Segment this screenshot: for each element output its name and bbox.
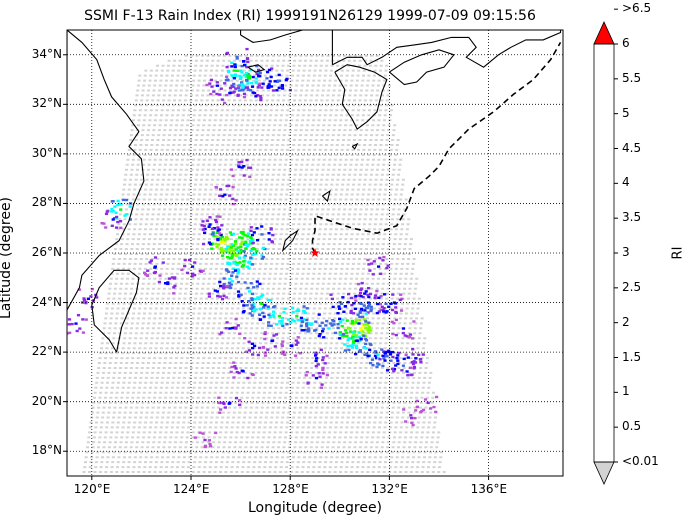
coastlines xyxy=(67,30,562,353)
x-tick-label: 124°E xyxy=(173,482,210,496)
x-tick-label: 128°E xyxy=(272,482,309,496)
x-tick-label: 132°E xyxy=(371,482,408,496)
storm-center-star xyxy=(310,248,320,257)
colorbar-tick-label: 1.5 xyxy=(622,349,642,364)
plot-frame xyxy=(66,29,564,477)
y-tick-label: 24°N xyxy=(31,294,62,309)
y-tick-label: 22°N xyxy=(31,344,62,359)
colorbar-tick-label: <0.01 xyxy=(622,454,659,468)
colorbar-over-arrow xyxy=(593,21,615,45)
colorbar-tick-label: 4.5 xyxy=(622,140,642,155)
colorbar-tick-label: 3.5 xyxy=(622,210,642,225)
y-tick-label: 26°N xyxy=(31,245,62,259)
colorbar-tick-label: 1 xyxy=(622,384,630,399)
y-tick-label: 30°N xyxy=(31,145,62,160)
storm-track-line xyxy=(311,42,562,254)
x-axis-label: Longitude (degree) xyxy=(247,500,383,516)
y-tick-label: 34°N xyxy=(31,46,62,61)
y-tick-label: 28°N xyxy=(31,195,62,210)
colorbar-tick-label: 2.5 xyxy=(622,279,642,294)
colorbar-tick-label: 5 xyxy=(622,105,630,120)
colorbar xyxy=(593,8,618,485)
y-tick-label: 32°N xyxy=(31,96,62,111)
colorbar-under-arrow xyxy=(593,461,615,485)
colorbar-tick-label: 2 xyxy=(622,314,630,329)
chart-title: SSMI F-13 Rain Index (RI) 1999191N26129 … xyxy=(84,8,536,24)
colorbar-tick-label: >6.5 xyxy=(622,1,652,16)
x-tick-label: 120°E xyxy=(73,482,111,496)
rain-index-pixels xyxy=(67,47,439,449)
colorbar-tick-label: 4 xyxy=(622,175,630,190)
x-tick-label: 136°E xyxy=(470,482,508,496)
ssmi-swath-footprints xyxy=(81,54,446,476)
colorbar-tick-label: 0.5 xyxy=(622,419,642,434)
colorbar-tick-label: 3 xyxy=(622,245,630,259)
y-tick-label: 18°N xyxy=(31,443,62,458)
y-tick-label: 20°N xyxy=(31,393,62,408)
colorbar-tick-label: 6 xyxy=(622,36,630,50)
colorbar-tick-label: 5.5 xyxy=(622,70,642,85)
graticule xyxy=(63,30,563,480)
